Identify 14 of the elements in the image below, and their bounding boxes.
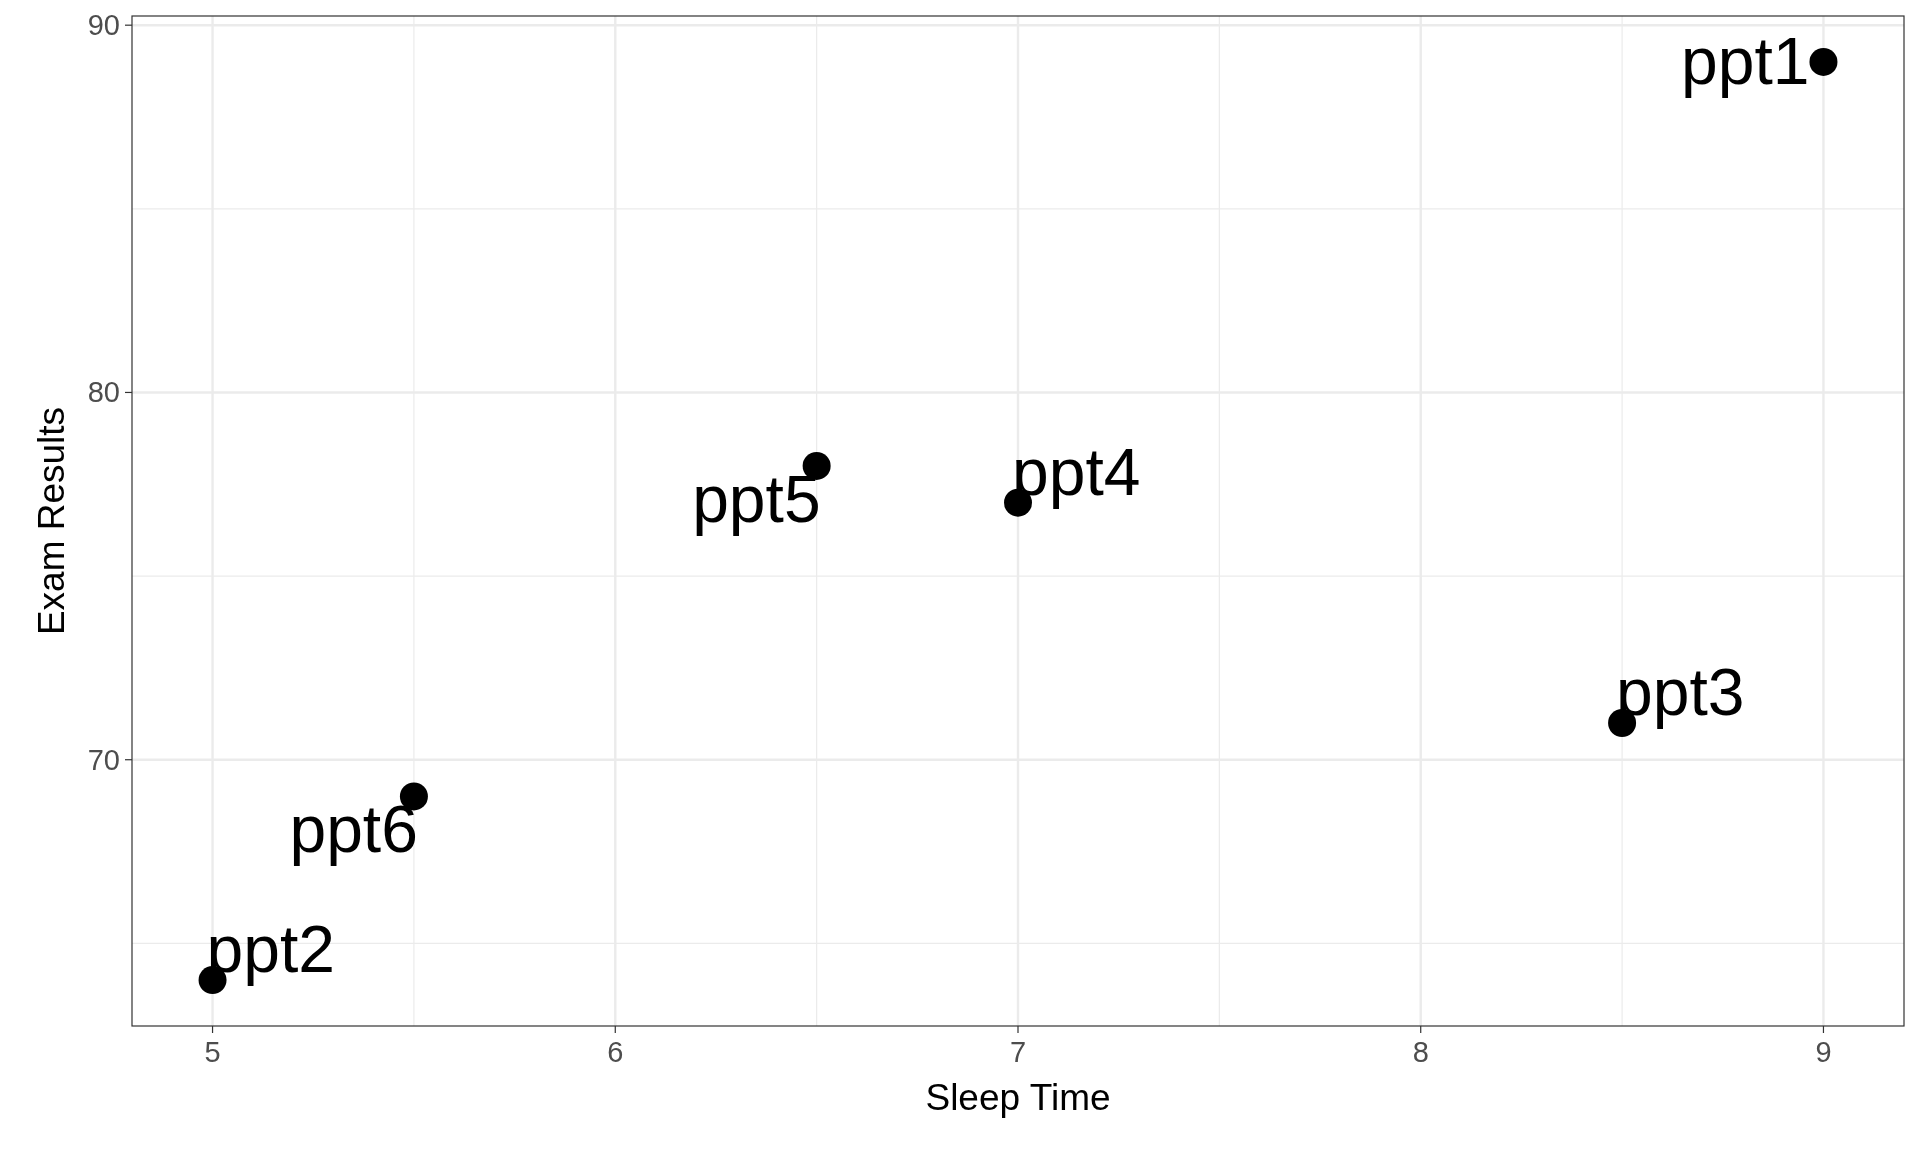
x-tick-label: 7 (1009, 1036, 1027, 1068)
x-axis-title: Sleep Time (925, 1077, 1111, 1118)
y-tick-label: 90 (87, 9, 120, 42)
y-tick-label: 80 (87, 376, 120, 409)
annotation: ppt1 (1680, 23, 1810, 98)
x-tick-label: 9 (1815, 1036, 1832, 1068)
point (1809, 47, 1838, 76)
annotation: ppt5 (692, 461, 821, 536)
x-tick-label: 5 (204, 1036, 221, 1068)
y-axis-title: Exam Results (31, 406, 72, 636)
y-tick-label: 70 (87, 743, 120, 776)
x-tick-label: 8 (1412, 1036, 1429, 1068)
x-tick-label: 6 (607, 1036, 624, 1068)
annotation: ppt6 (289, 792, 418, 867)
